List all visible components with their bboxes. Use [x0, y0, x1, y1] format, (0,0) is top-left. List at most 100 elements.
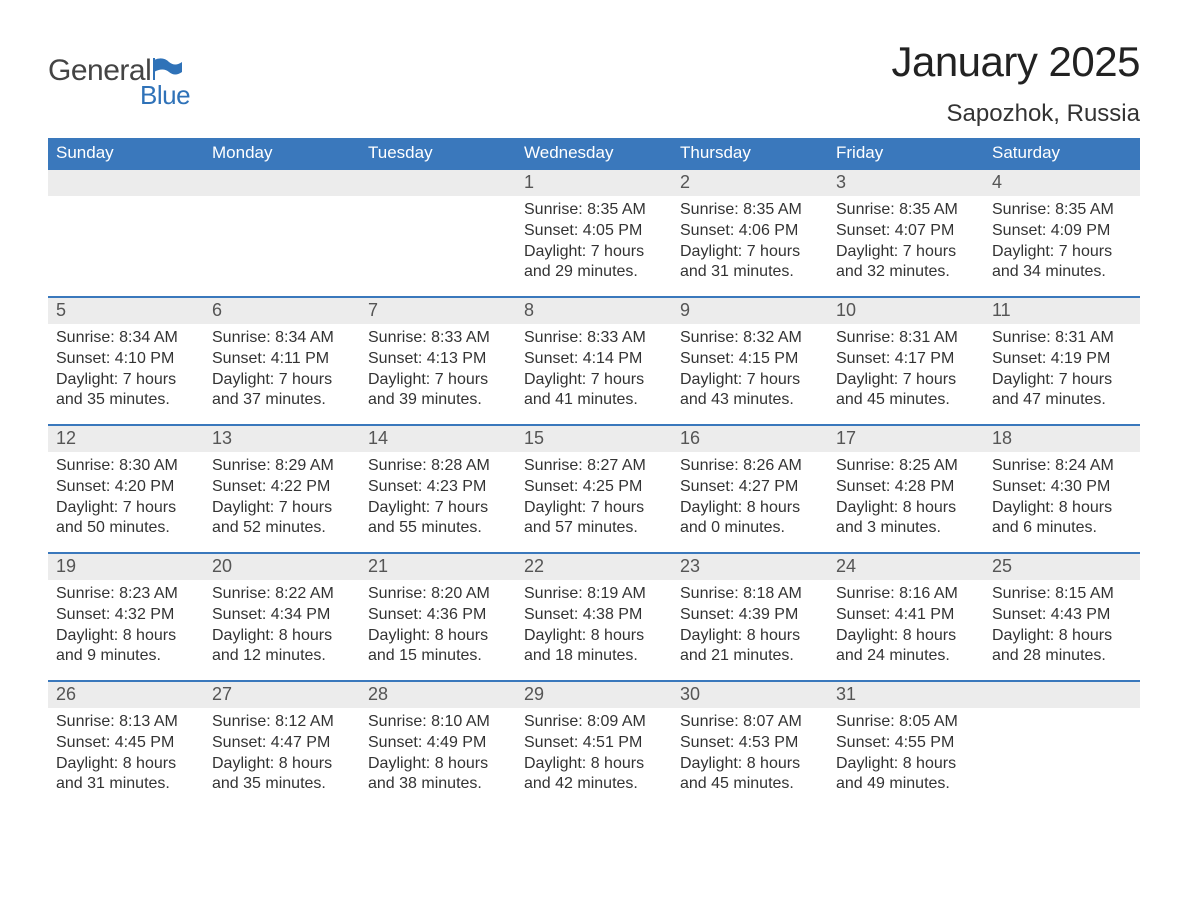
daylight-line: Daylight: 7 hours and 52 minutes. [212, 498, 352, 540]
day-data: Sunrise: 8:26 AMSunset: 4:27 PMDaylight:… [672, 452, 828, 545]
sunrise-line: Sunrise: 8:18 AM [680, 584, 820, 605]
sunset-line: Sunset: 4:14 PM [524, 349, 664, 370]
location-label: Sapozhok, Russia [891, 100, 1140, 128]
sunrise-line: Sunrise: 8:24 AM [992, 456, 1132, 477]
calendar-cell: 12Sunrise: 8:30 AMSunset: 4:20 PMDayligh… [48, 425, 204, 553]
daylight-line: Daylight: 8 hours and 31 minutes. [56, 754, 196, 796]
logo-text-main: General [48, 54, 151, 88]
calendar-table: SundayMondayTuesdayWednesdayThursdayFrid… [48, 138, 1140, 809]
daylight-line: Daylight: 8 hours and 9 minutes. [56, 626, 196, 668]
sunrise-line: Sunrise: 8:30 AM [56, 456, 196, 477]
sunset-line: Sunset: 4:53 PM [680, 733, 820, 754]
day-data: Sunrise: 8:35 AMSunset: 4:05 PMDaylight:… [516, 196, 672, 289]
day-number: 20 [204, 554, 360, 580]
calendar-cell: 2Sunrise: 8:35 AMSunset: 4:06 PMDaylight… [672, 169, 828, 297]
sunset-line: Sunset: 4:39 PM [680, 605, 820, 626]
daylight-line: Daylight: 7 hours and 31 minutes. [680, 242, 820, 284]
calendar-cell: 19Sunrise: 8:23 AMSunset: 4:32 PMDayligh… [48, 553, 204, 681]
sunset-line: Sunset: 4:30 PM [992, 477, 1132, 498]
daylight-line: Daylight: 7 hours and 34 minutes. [992, 242, 1132, 284]
weekday-header: Wednesday [516, 138, 672, 169]
calendar-cell: 4Sunrise: 8:35 AMSunset: 4:09 PMDaylight… [984, 169, 1140, 297]
calendar-cell: 27Sunrise: 8:12 AMSunset: 4:47 PMDayligh… [204, 681, 360, 809]
weekday-header: Thursday [672, 138, 828, 169]
weekday-header: Friday [828, 138, 984, 169]
calendar-cell: 5Sunrise: 8:34 AMSunset: 4:10 PMDaylight… [48, 297, 204, 425]
calendar-cell: 23Sunrise: 8:18 AMSunset: 4:39 PMDayligh… [672, 553, 828, 681]
sunrise-line: Sunrise: 8:31 AM [992, 328, 1132, 349]
sunrise-line: Sunrise: 8:16 AM [836, 584, 976, 605]
daylight-line: Daylight: 7 hours and 43 minutes. [680, 370, 820, 412]
sunset-line: Sunset: 4:41 PM [836, 605, 976, 626]
day-data: Sunrise: 8:19 AMSunset: 4:38 PMDaylight:… [516, 580, 672, 673]
calendar-cell: 25Sunrise: 8:15 AMSunset: 4:43 PMDayligh… [984, 553, 1140, 681]
calendar-cell: 18Sunrise: 8:24 AMSunset: 4:30 PMDayligh… [984, 425, 1140, 553]
day-data: Sunrise: 8:16 AMSunset: 4:41 PMDaylight:… [828, 580, 984, 673]
calendar-cell: 9Sunrise: 8:32 AMSunset: 4:15 PMDaylight… [672, 297, 828, 425]
sunset-line: Sunset: 4:25 PM [524, 477, 664, 498]
daylight-line: Daylight: 8 hours and 28 minutes. [992, 626, 1132, 668]
calendar-week-row: 26Sunrise: 8:13 AMSunset: 4:45 PMDayligh… [48, 681, 1140, 809]
day-data: Sunrise: 8:34 AMSunset: 4:11 PMDaylight:… [204, 324, 360, 417]
sunrise-line: Sunrise: 8:27 AM [524, 456, 664, 477]
sunset-line: Sunset: 4:06 PM [680, 221, 820, 242]
weekday-header: Monday [204, 138, 360, 169]
daylight-line: Daylight: 8 hours and 35 minutes. [212, 754, 352, 796]
day-data: Sunrise: 8:09 AMSunset: 4:51 PMDaylight:… [516, 708, 672, 801]
calendar-cell: 29Sunrise: 8:09 AMSunset: 4:51 PMDayligh… [516, 681, 672, 809]
day-data: Sunrise: 8:32 AMSunset: 4:15 PMDaylight:… [672, 324, 828, 417]
sunrise-line: Sunrise: 8:26 AM [680, 456, 820, 477]
sunset-line: Sunset: 4:17 PM [836, 349, 976, 370]
day-number: 3 [828, 170, 984, 196]
daylight-line: Daylight: 7 hours and 29 minutes. [524, 242, 664, 284]
day-number: 14 [360, 426, 516, 452]
calendar-cell: 21Sunrise: 8:20 AMSunset: 4:36 PMDayligh… [360, 553, 516, 681]
day-data: Sunrise: 8:28 AMSunset: 4:23 PMDaylight:… [360, 452, 516, 545]
calendar-cell [984, 681, 1140, 809]
calendar-cell: 7Sunrise: 8:33 AMSunset: 4:13 PMDaylight… [360, 297, 516, 425]
sunset-line: Sunset: 4:38 PM [524, 605, 664, 626]
day-data: Sunrise: 8:18 AMSunset: 4:39 PMDaylight:… [672, 580, 828, 673]
sunset-line: Sunset: 4:43 PM [992, 605, 1132, 626]
sunset-line: Sunset: 4:07 PM [836, 221, 976, 242]
calendar-week-row: 19Sunrise: 8:23 AMSunset: 4:32 PMDayligh… [48, 553, 1140, 681]
sunrise-line: Sunrise: 8:35 AM [680, 200, 820, 221]
day-data: Sunrise: 8:35 AMSunset: 4:07 PMDaylight:… [828, 196, 984, 289]
page-header: General Blue January 2025 Sapozhok, Russ… [48, 38, 1140, 128]
day-data: Sunrise: 8:25 AMSunset: 4:28 PMDaylight:… [828, 452, 984, 545]
day-number: 10 [828, 298, 984, 324]
day-data: Sunrise: 8:34 AMSunset: 4:10 PMDaylight:… [48, 324, 204, 417]
daylight-line: Daylight: 8 hours and 12 minutes. [212, 626, 352, 668]
daylight-line: Daylight: 7 hours and 39 minutes. [368, 370, 508, 412]
day-data: Sunrise: 8:29 AMSunset: 4:22 PMDaylight:… [204, 452, 360, 545]
day-number: 17 [828, 426, 984, 452]
daylight-line: Daylight: 7 hours and 50 minutes. [56, 498, 196, 540]
daylight-line: Daylight: 8 hours and 38 minutes. [368, 754, 508, 796]
sunrise-line: Sunrise: 8:31 AM [836, 328, 976, 349]
day-data: Sunrise: 8:13 AMSunset: 4:45 PMDaylight:… [48, 708, 204, 801]
sunset-line: Sunset: 4:47 PM [212, 733, 352, 754]
calendar-cell: 11Sunrise: 8:31 AMSunset: 4:19 PMDayligh… [984, 297, 1140, 425]
day-number: 1 [516, 170, 672, 196]
sunrise-line: Sunrise: 8:33 AM [368, 328, 508, 349]
month-title: January 2025 [891, 38, 1140, 86]
day-number [48, 170, 204, 196]
day-number [360, 170, 516, 196]
calendar-cell: 13Sunrise: 8:29 AMSunset: 4:22 PMDayligh… [204, 425, 360, 553]
sunrise-line: Sunrise: 8:13 AM [56, 712, 196, 733]
daylight-line: Daylight: 8 hours and 18 minutes. [524, 626, 664, 668]
day-number: 24 [828, 554, 984, 580]
daylight-line: Daylight: 8 hours and 21 minutes. [680, 626, 820, 668]
daylight-line: Daylight: 8 hours and 45 minutes. [680, 754, 820, 796]
daylight-line: Daylight: 7 hours and 57 minutes. [524, 498, 664, 540]
daylight-line: Daylight: 7 hours and 32 minutes. [836, 242, 976, 284]
day-data: Sunrise: 8:15 AMSunset: 4:43 PMDaylight:… [984, 580, 1140, 673]
sunrise-line: Sunrise: 8:07 AM [680, 712, 820, 733]
calendar-cell: 16Sunrise: 8:26 AMSunset: 4:27 PMDayligh… [672, 425, 828, 553]
calendar-cell: 8Sunrise: 8:33 AMSunset: 4:14 PMDaylight… [516, 297, 672, 425]
title-block: January 2025 Sapozhok, Russia [891, 38, 1140, 128]
sunrise-line: Sunrise: 8:35 AM [524, 200, 664, 221]
day-number [984, 682, 1140, 708]
sunset-line: Sunset: 4:15 PM [680, 349, 820, 370]
calendar-cell: 22Sunrise: 8:19 AMSunset: 4:38 PMDayligh… [516, 553, 672, 681]
